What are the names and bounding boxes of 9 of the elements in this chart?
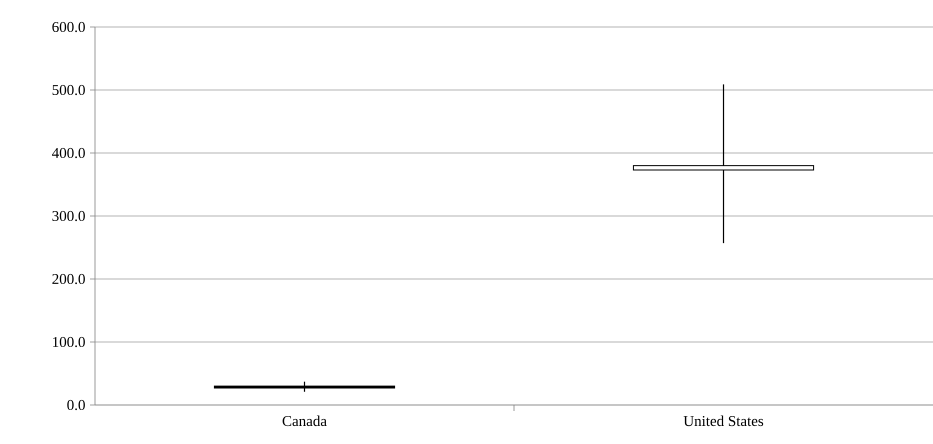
y-tick-label: 500.0 bbox=[52, 84, 85, 96]
y-tick-label: 400.0 bbox=[52, 148, 85, 158]
x-tick-label: Canada bbox=[282, 416, 327, 426]
y-tick-label: 600.0 bbox=[52, 22, 85, 32]
x-tick-label: United States bbox=[684, 416, 764, 426]
y-tick-label: 300.0 bbox=[52, 210, 85, 222]
y-tick-label: 200.0 bbox=[52, 274, 85, 284]
y-tick-label: 0.0 bbox=[67, 400, 85, 410]
y-tick-label: 100.0 bbox=[53, 336, 85, 348]
